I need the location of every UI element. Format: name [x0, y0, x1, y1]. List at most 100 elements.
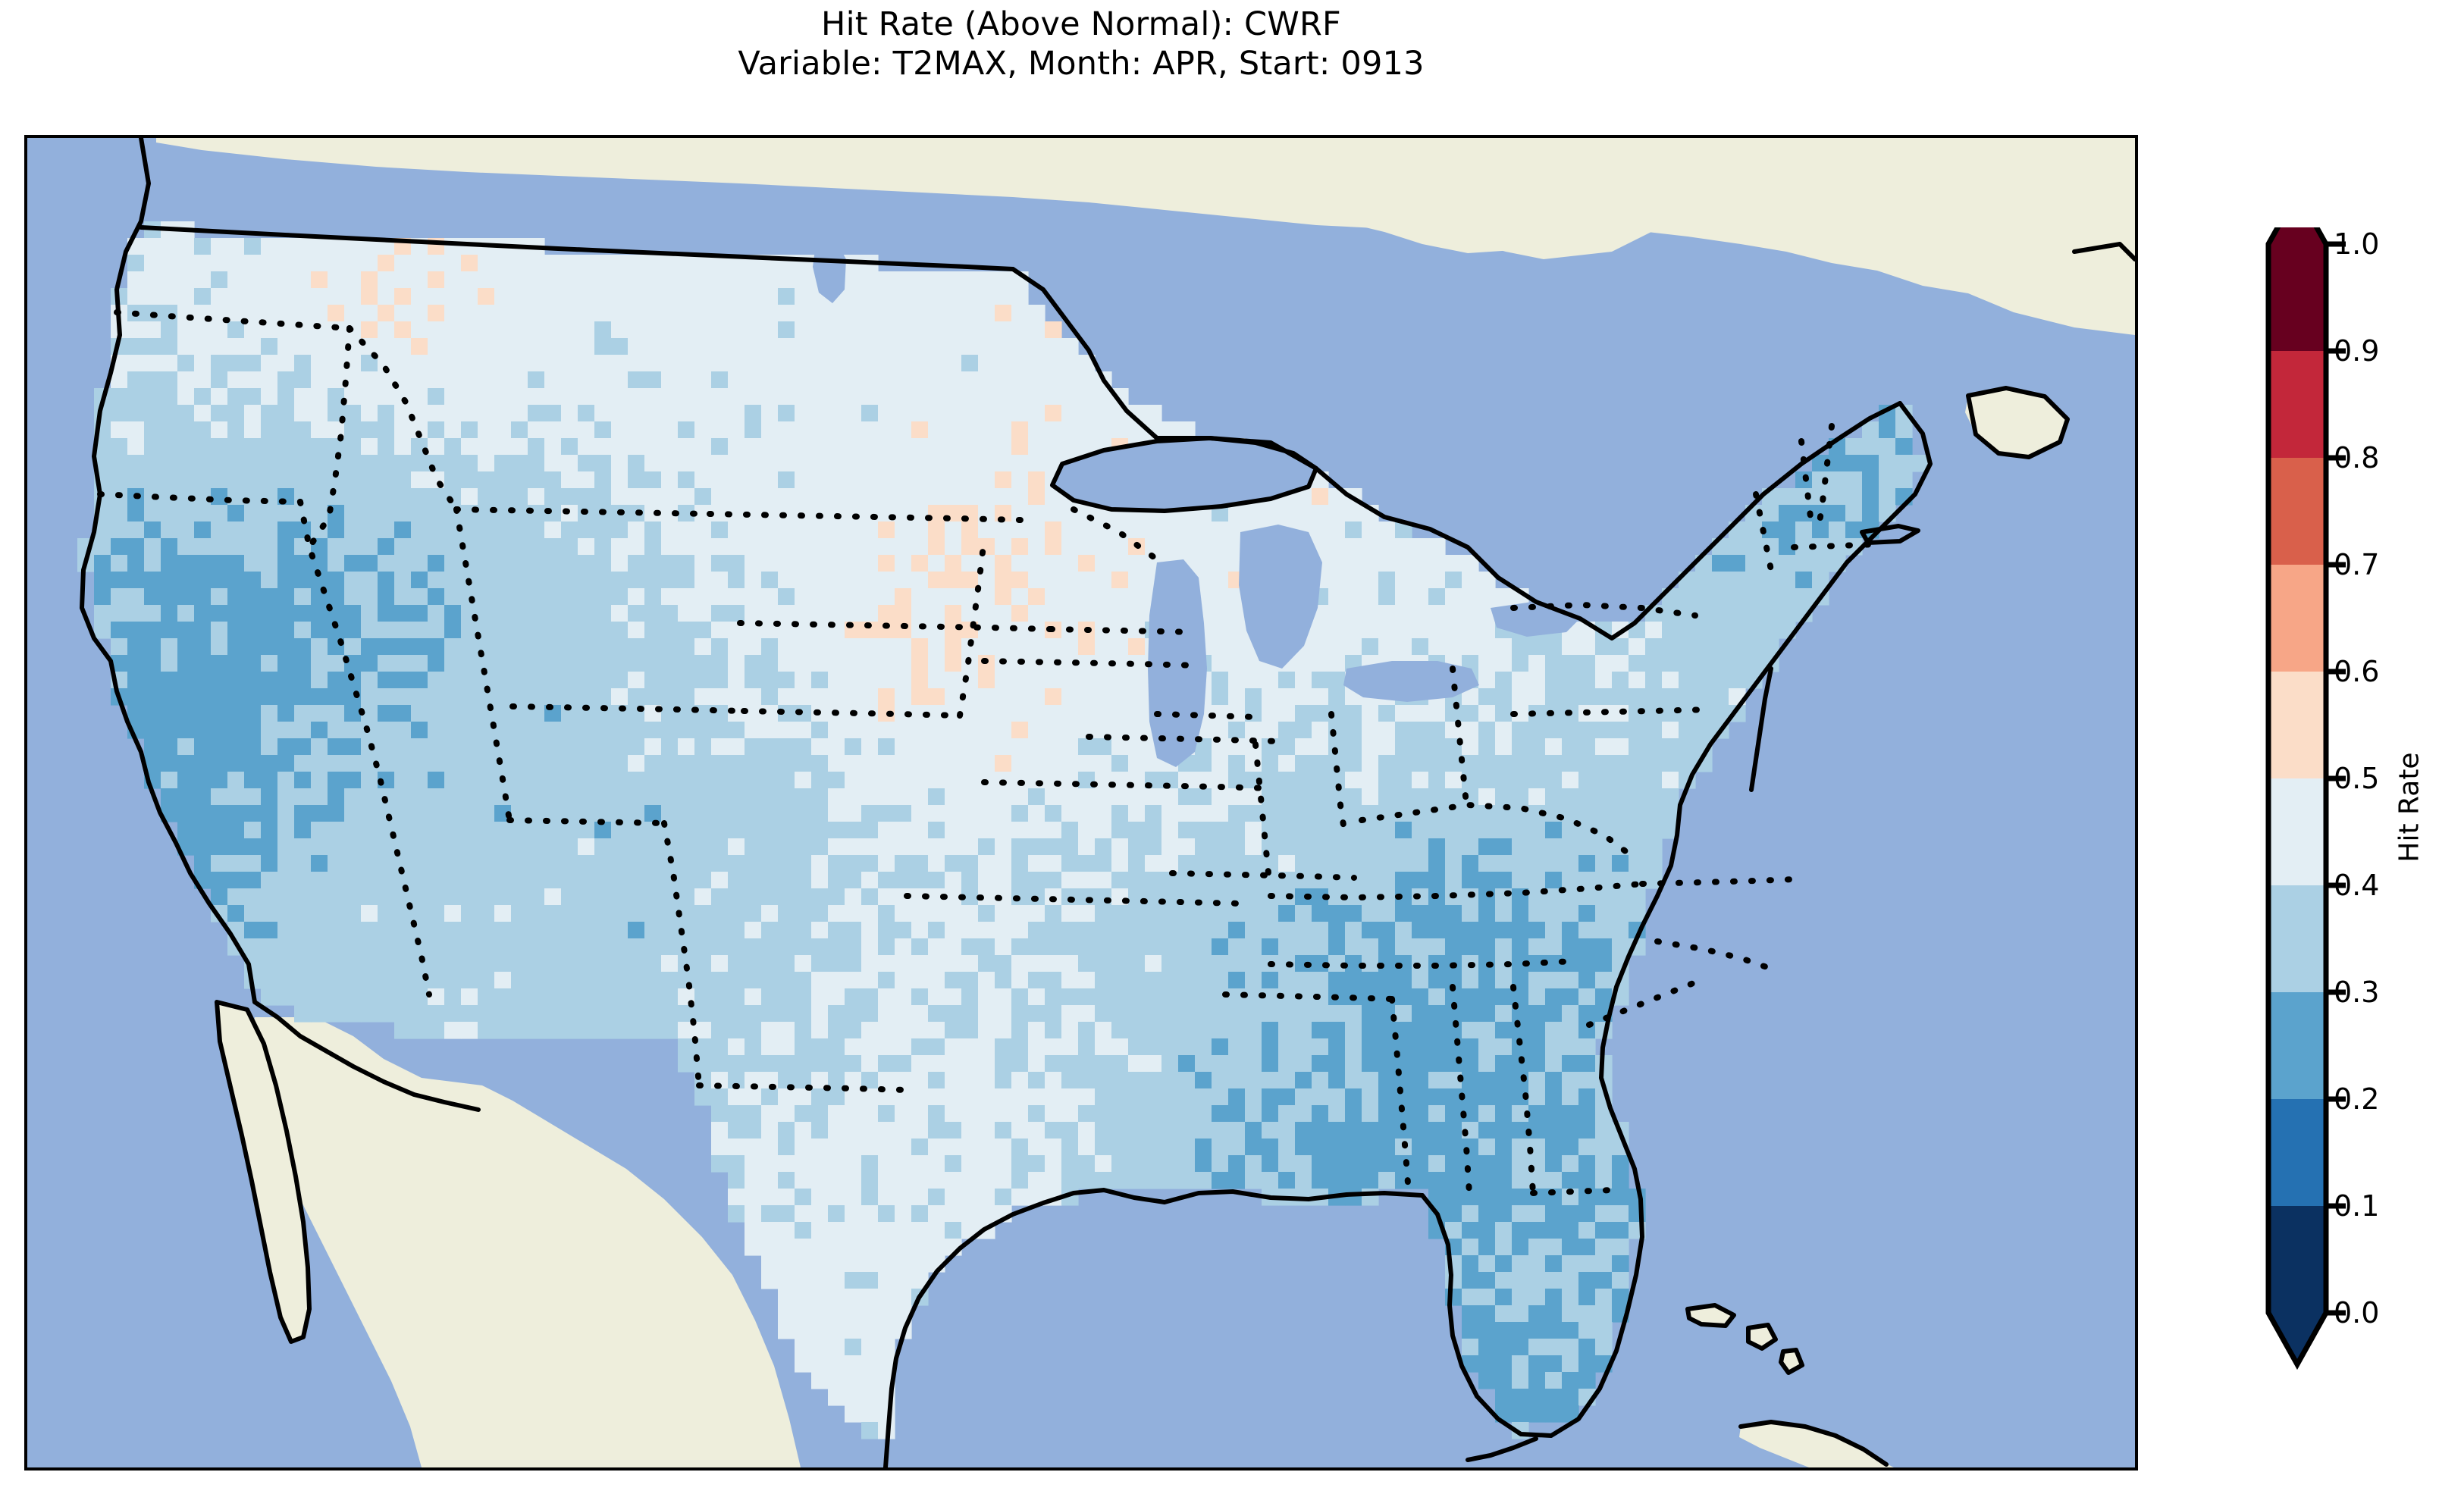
colorbar[interactable]: Hit Rate 1.0 0.9 0.8 0.7 0.6 0.5 0.4 0.3 0.2 0.1 0… — [2261, 227, 2464, 1387]
data-cell — [1145, 1105, 1162, 1123]
data-cell — [328, 705, 345, 722]
data-cell — [845, 838, 862, 856]
data-cell — [478, 838, 495, 856]
data-cell — [1795, 521, 1813, 539]
data-cell — [1645, 672, 1663, 689]
data-cell — [845, 1022, 862, 1039]
data-cell — [911, 1105, 929, 1123]
data-cell — [528, 822, 545, 839]
data-cell — [1061, 521, 1079, 539]
data-cell — [1862, 438, 1879, 456]
data-cell — [678, 1055, 695, 1073]
colorbar-svg[interactable] — [2261, 227, 2464, 1387]
data-cell — [928, 321, 945, 339]
bahamas-islands — [1688, 1305, 1801, 1372]
data-cell — [144, 588, 161, 606]
data-cell — [494, 755, 512, 772]
data-cell — [678, 421, 695, 439]
data-cell — [144, 538, 161, 556]
data-cell — [1278, 1072, 1296, 1089]
data-cell — [1662, 655, 1679, 672]
data-cell — [1312, 655, 1329, 672]
data-cell — [745, 838, 762, 856]
data-cell — [611, 355, 629, 372]
data-cell — [878, 371, 895, 389]
data-cell — [244, 238, 262, 255]
data-cell — [895, 538, 912, 556]
data-cell — [1845, 521, 1863, 539]
data-cell — [761, 1205, 779, 1223]
data-cell — [594, 805, 612, 822]
lake-superior — [1052, 438, 1316, 511]
data-cell — [244, 338, 262, 355]
data-cell — [911, 488, 929, 506]
data-cell — [828, 1072, 845, 1089]
data-cell — [1045, 1055, 1062, 1073]
data-cell — [294, 805, 312, 822]
data-cell — [161, 388, 178, 406]
data-cell — [478, 972, 495, 989]
data-cell — [728, 555, 745, 572]
data-cell — [811, 521, 829, 539]
data-cell — [1111, 722, 1129, 739]
data-cell — [1395, 788, 1412, 806]
data-cell — [211, 738, 228, 756]
data-cell — [945, 1105, 962, 1123]
data-cell — [194, 405, 212, 422]
data-cell — [1262, 772, 1279, 789]
data-cell — [1445, 988, 1462, 1006]
data-cell — [745, 1205, 762, 1223]
data-cell — [444, 805, 462, 822]
data-cell — [1362, 538, 1379, 556]
data-cell — [1312, 1072, 1329, 1089]
data-cell — [611, 1022, 629, 1039]
data-cell — [811, 1055, 829, 1073]
data-cell — [1595, 1289, 1613, 1306]
data-cell — [528, 888, 545, 906]
data-cell — [1312, 905, 1329, 922]
data-cell — [1128, 1038, 1146, 1056]
data-cell — [544, 488, 562, 506]
data-cell — [1278, 805, 1296, 822]
data-cell — [1195, 1072, 1212, 1089]
data-cell — [845, 1372, 862, 1389]
data-cell — [1195, 521, 1212, 539]
data-cell — [711, 521, 729, 539]
data-cell — [795, 1189, 812, 1206]
data-cell — [494, 688, 512, 706]
data-cell — [1262, 905, 1279, 922]
data-cell — [1228, 738, 1246, 756]
state-border-ia-mo — [1086, 734, 1281, 744]
data-cell — [211, 471, 228, 489]
data-cell — [1045, 822, 1062, 839]
data-cell — [1312, 688, 1329, 706]
data-cell — [995, 1038, 1012, 1056]
data-cell — [911, 888, 929, 906]
data-cell — [911, 1088, 929, 1106]
data-cell — [1695, 672, 1713, 689]
data-cell — [895, 822, 912, 839]
data-cell — [1362, 905, 1379, 922]
data-cell — [811, 388, 829, 406]
data-cell — [277, 688, 295, 706]
data-cell — [311, 988, 328, 1006]
data-cell — [795, 855, 812, 872]
data-cell — [1478, 988, 1496, 1006]
data-cell — [1478, 705, 1496, 722]
data-cell — [428, 722, 445, 739]
data-cell — [578, 672, 595, 689]
data-cell — [745, 938, 762, 956]
data-cell — [161, 738, 178, 756]
data-cell — [1512, 1155, 1529, 1173]
data-cell — [795, 772, 812, 789]
data-cell — [845, 271, 862, 289]
state-border-ms-al — [1450, 984, 1472, 1196]
data-cell — [1528, 838, 1546, 856]
data-cell — [378, 471, 395, 489]
data-cell — [745, 1038, 762, 1056]
data-cell — [1295, 1105, 1312, 1123]
data-cell — [1578, 655, 1596, 672]
data-cell — [261, 722, 278, 739]
data-cell — [728, 1072, 745, 1089]
data-cell — [928, 1005, 945, 1023]
